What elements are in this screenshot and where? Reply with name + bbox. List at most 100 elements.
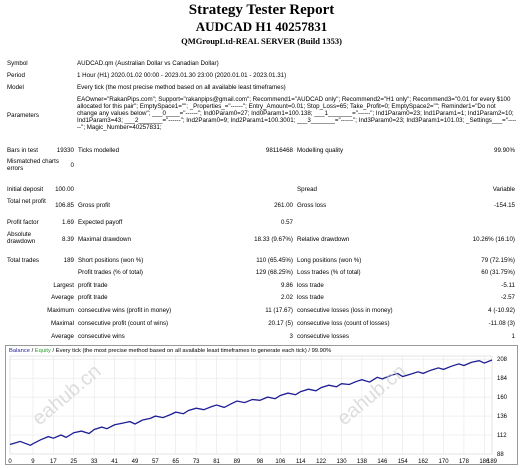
maximal-consec-loss-value: -11.08 (3)	[488, 320, 515, 327]
y-tick-label: 136	[497, 414, 508, 420]
x-tick-label: 57	[152, 459, 159, 465]
deposit-value: 100.00	[55, 186, 74, 193]
ticks-label: Ticks modelled	[78, 147, 120, 154]
x-tick-label: 25	[70, 459, 77, 465]
x-tick-label: 81	[213, 459, 220, 465]
ticks-value: 98116468	[265, 147, 293, 154]
x-tick-label: 154	[398, 459, 409, 465]
average-profit-label: profit trade	[78, 294, 108, 301]
period-label: Period	[7, 72, 25, 79]
x-tick-label: 146	[377, 459, 388, 465]
short-positions-value: 110 (65.45%)	[256, 257, 293, 264]
parameters-value: EAOwner="RakanPips.com"; Support="rakanp…	[77, 96, 517, 131]
average-label: Average	[51, 294, 74, 301]
bars-value: 19330	[56, 147, 74, 154]
net-profit-value: 106.85	[55, 202, 74, 209]
average-profit-value: 2.02	[280, 294, 293, 301]
max-consec-wins-label: consecutive wins (profit in money)	[78, 307, 172, 314]
expected-payoff-value: 0.57	[280, 219, 293, 226]
symbol-label: Symbol	[7, 60, 28, 67]
max-consec-losses-label: consecutive losses (loss in money)	[297, 307, 393, 314]
y-tick-label: 208	[497, 357, 508, 363]
x-tick-label: 9	[31, 459, 35, 465]
x-tick-label: 189	[487, 459, 498, 465]
spread-value: Variable	[492, 186, 515, 193]
model-value: Every tick (the most precise method base…	[77, 84, 286, 91]
maximum-label: Maximum	[47, 307, 74, 314]
loss-trades-value: 60 (31.75%)	[481, 269, 515, 276]
largest-label: Largest	[53, 282, 74, 289]
x-tick-label: 49	[132, 459, 139, 465]
expected-payoff-label: Expected payoff	[78, 219, 123, 226]
y-tick-label: 112	[497, 433, 507, 439]
symbol-value: AUDCAD.qm (Australian Dollar vs Canadian…	[77, 60, 219, 67]
maximal-consec-profit-label: consecutive profit (count of wins)	[78, 320, 169, 327]
maximal-label: Maximal	[50, 320, 74, 327]
profit-trades-value: 129 (68.25%)	[255, 269, 293, 276]
quality-label: Modelling quality	[297, 147, 344, 154]
total-trades-label: Total trades	[7, 257, 39, 264]
chart-legend: Balance / Equity / Every tick (the most …	[9, 348, 331, 355]
max-consec-losses-value: 4 (-10.92)	[488, 307, 515, 314]
model-label: Model	[7, 84, 24, 91]
maximal-drawdown-label: Maximal drawdown	[78, 236, 131, 243]
largest-profit-value: 9.86	[280, 282, 293, 289]
deposit-label: Initial deposit	[7, 186, 44, 193]
average-loss-value: -2.57	[500, 294, 515, 301]
x-tick-label: 122	[316, 459, 327, 465]
spread-label: Spread	[297, 186, 317, 193]
mismatch-value: 0	[70, 162, 74, 169]
long-positions-value: 79 (72.15%)	[481, 257, 515, 264]
balance-chart: Balance / Equity / Every tick (the most …	[5, 345, 518, 465]
balance-line	[9, 359, 493, 447]
balance-chart-svg: 88 112 136 160 184 208 0 9 17 25 33 41 49 57 65 73 81 89 9…	[8, 355, 508, 465]
loss-trades-label: Loss trades (% of total)	[297, 269, 361, 276]
x-tick-label: 186	[479, 459, 490, 465]
largest-profit-label: profit trade	[78, 282, 108, 289]
profit-trades-label: Profit trades (% of total)	[78, 269, 143, 276]
avg-consec-losses-value: 1	[511, 333, 515, 340]
legend-equity: Equity	[34, 348, 51, 354]
x-tick-label: 73	[193, 459, 200, 465]
maximal-drawdown-value: 18.33 (9.67%)	[254, 236, 293, 243]
relative-drawdown-label: Relative drawdown	[297, 236, 350, 243]
period-value: 1 Hour (H1) 2020.01.02 00:00 - 2023.01.3…	[77, 72, 287, 79]
report-title: Strategy Tester Report	[188, 2, 335, 18]
legend-balance: Balance	[9, 348, 30, 354]
total-trades-value: 189	[63, 257, 74, 264]
x-tick-label: 98	[257, 459, 264, 465]
average-consec-label: Average	[51, 333, 74, 340]
short-positions-label: Short positions (won %)	[78, 257, 144, 264]
x-tick-label: 41	[111, 459, 118, 465]
server-name: QMGroupLtd-REAL SERVER (Build 1353)	[181, 36, 342, 46]
legend-separator: /	[29, 348, 35, 354]
y-tick-label: 88	[497, 452, 504, 458]
absolute-drawdown-label: Absolute drawdown	[7, 231, 36, 245]
avg-consec-wins-value: 3	[289, 333, 293, 340]
maximal-consec-profit-value: 20.17 (5)	[268, 320, 293, 327]
x-tick-label: 138	[357, 459, 368, 465]
x-tick-label: 106	[275, 459, 286, 465]
largest-loss-value: -5.11	[501, 282, 515, 289]
x-tick-label: 114	[296, 459, 306, 465]
maximal-consec-loss-label: consecutive loss (count of losses)	[297, 320, 390, 327]
legend-description: / Every tick (the most precise method ba…	[50, 348, 332, 354]
gross-profit-value: 261.00	[274, 202, 293, 209]
profit-factor-label: Profit factor	[7, 219, 39, 226]
relative-drawdown-value: 10.26% (16.10)	[472, 236, 515, 243]
avg-consec-losses-label: consecutive losses	[297, 333, 349, 340]
max-consec-wins-value: 11 (17.67)	[265, 307, 293, 314]
y-tick-label: 184	[497, 376, 508, 382]
x-tick-label: 33	[91, 459, 98, 465]
x-tick-label: 89	[234, 459, 241, 465]
largest-loss-label: loss trade	[297, 282, 324, 289]
profit-factor-value: 1.69	[61, 219, 74, 226]
absolute-drawdown-value: 8.39	[61, 236, 74, 243]
x-tick-label: 130	[337, 459, 348, 465]
x-tick-label: 17	[50, 459, 57, 465]
avg-consec-wins-label: consecutive wins	[78, 333, 125, 340]
bars-label: Bars in test	[7, 147, 38, 154]
x-tick-label: 170	[439, 459, 450, 465]
x-tick-label: 65	[172, 459, 179, 465]
quality-value: 99.90%	[494, 147, 515, 154]
